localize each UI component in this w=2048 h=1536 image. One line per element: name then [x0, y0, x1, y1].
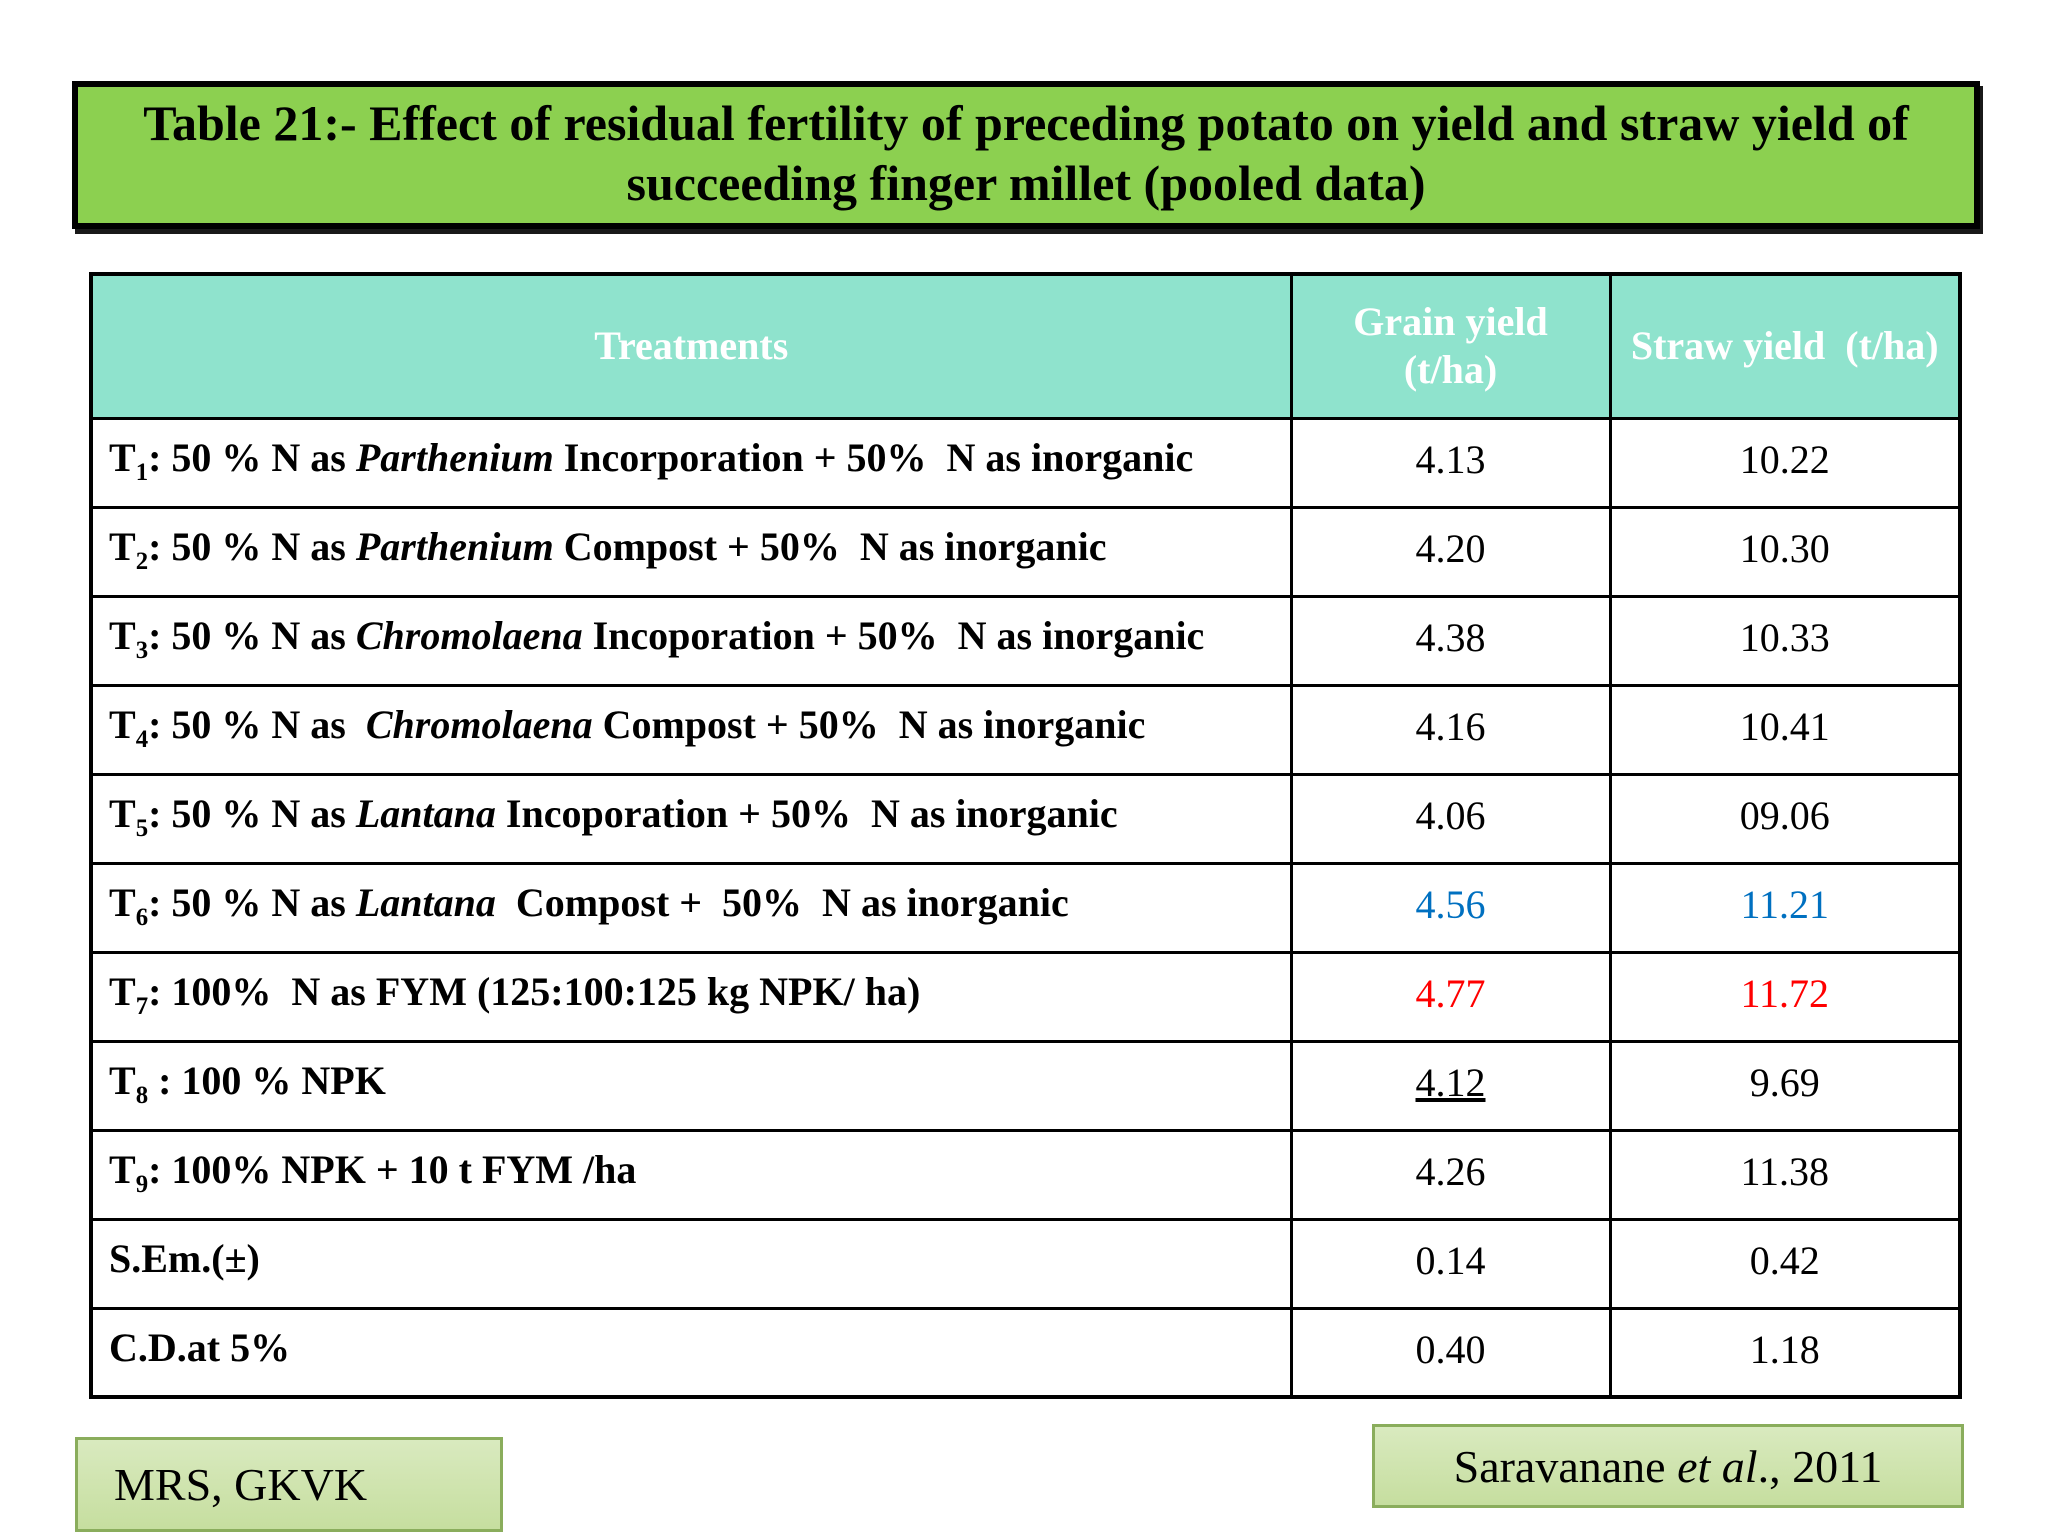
grain-yield-cell: 0.14	[1289, 1217, 1612, 1310]
straw-yield-cell: 11.38	[1608, 1128, 1962, 1221]
citation-label: Saravanane et al., 2011	[1453, 1440, 1883, 1492]
table-row: T5: 50 % N as Lantana Incoporation + 50%…	[89, 772, 1962, 865]
table-row: T6: 50 % N as Lantana Compost + 50% N as…	[89, 861, 1962, 954]
grain-yield-cell: 4.16	[1289, 683, 1612, 776]
grain-yield-cell: 4.38	[1289, 594, 1612, 687]
location-label: MRS, GKVK	[114, 1459, 368, 1510]
straw-yield-cell: 10.33	[1608, 594, 1962, 687]
table-body: T1: 50 % N as Parthenium Incorporation +…	[89, 416, 1962, 1399]
treatment-cell: T7: 100% N as FYM (125:100:125 kg NPK/ h…	[89, 950, 1293, 1043]
grain-yield-cell: 0.40	[1289, 1306, 1612, 1399]
treatment-cell: T5: 50 % N as Lantana Incoporation + 50%…	[89, 772, 1293, 865]
straw-yield-cell: 9.69	[1608, 1039, 1962, 1132]
table-row: T9: 100% NPK + 10 t FYM /ha 4.26 11.38	[89, 1128, 1962, 1221]
table-row: T1: 50 % N as Parthenium Incorporation +…	[89, 416, 1962, 509]
treatment-cell: T6: 50 % N as Lantana Compost + 50% N as…	[89, 861, 1293, 954]
table-row: T2: 50 % N as Parthenium Compost + 50% N…	[89, 505, 1962, 598]
slide-title: Table 21:- Effect of residual fertility …	[143, 95, 1909, 211]
straw-yield-cell: 11.21	[1608, 861, 1962, 954]
treatment-cell: T8 : 100 % NPK	[89, 1039, 1293, 1132]
grain-yield-cell: 4.56	[1289, 861, 1612, 954]
treatment-cell: T2: 50 % N as Parthenium Compost + 50% N…	[89, 505, 1293, 598]
table-row: C.D.at 5% 0.40 1.18	[89, 1306, 1962, 1399]
grain-yield-cell: 4.20	[1289, 505, 1612, 598]
table-row: S.Em.(±) 0.14 0.42	[89, 1217, 1962, 1310]
citation-box: Saravanane et al., 2011	[1372, 1424, 1964, 1508]
treatment-cell: T4: 50 % N as Chromolaena Compost + 50% …	[89, 683, 1293, 776]
treatment-cell: T3: 50 % N as Chromolaena Incoporation +…	[89, 594, 1293, 687]
straw-yield-cell: 11.72	[1608, 950, 1962, 1043]
straw-yield-cell: 10.41	[1608, 683, 1962, 776]
table-row: T8 : 100 % NPK 4.12 9.69	[89, 1039, 1962, 1132]
straw-yield-cell: 09.06	[1608, 772, 1962, 865]
grain-yield-cell: 4.13	[1289, 416, 1612, 509]
straw-yield-cell: 10.22	[1608, 416, 1962, 509]
treatment-cell: T1: 50 % N as Parthenium Incorporation +…	[89, 416, 1293, 509]
location-box: MRS, GKVK	[75, 1437, 503, 1532]
table-row: T4: 50 % N as Chromolaena Compost + 50% …	[89, 683, 1962, 776]
grain-yield-cell: 4.12	[1289, 1039, 1612, 1132]
straw-yield-cell: 0.42	[1608, 1217, 1962, 1310]
results-table: Treatments Grain yield (t/ha) Straw yiel…	[89, 272, 1962, 1399]
grain-yield-cell: 4.26	[1289, 1128, 1612, 1221]
straw-yield-cell: 1.18	[1608, 1306, 1962, 1399]
table-row: T3: 50 % N as Chromolaena Incoporation +…	[89, 594, 1962, 687]
title-banner: Table 21:- Effect of residual fertility …	[72, 81, 1980, 229]
col-header-treatments: Treatments	[89, 272, 1293, 420]
table-row: T7: 100% N as FYM (125:100:125 kg NPK/ h…	[89, 950, 1962, 1043]
grain-yield-cell: 4.06	[1289, 772, 1612, 865]
treatment-cell: T9: 100% NPK + 10 t FYM /ha	[89, 1128, 1293, 1221]
header-row: Treatments Grain yield (t/ha) Straw yiel…	[89, 272, 1962, 420]
col-header-straw-yield: Straw yield (t/ha)	[1608, 272, 1962, 420]
treatment-cell: C.D.at 5%	[89, 1306, 1293, 1399]
grain-yield-cell: 4.77	[1289, 950, 1612, 1043]
treatment-cell: S.Em.(±)	[89, 1217, 1293, 1310]
straw-yield-cell: 10.30	[1608, 505, 1962, 598]
col-header-grain-yield: Grain yield (t/ha)	[1289, 272, 1612, 420]
